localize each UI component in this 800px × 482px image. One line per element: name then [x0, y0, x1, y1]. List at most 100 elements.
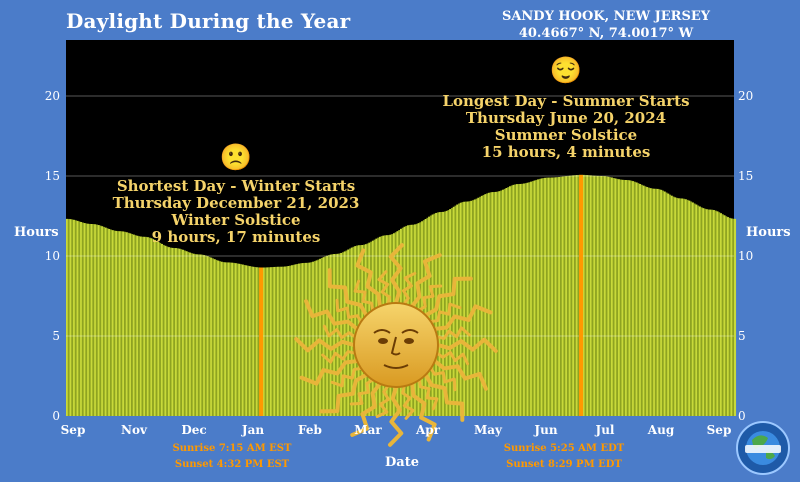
daylight-bar — [299, 263, 302, 416]
daylight-bar — [459, 202, 462, 416]
daylight-bar — [707, 209, 710, 416]
daylight-bar — [213, 259, 216, 416]
daylight-bar — [637, 183, 640, 416]
daylight-bar — [127, 232, 130, 416]
x-tick-label: Jul — [595, 423, 615, 437]
sun-ray — [375, 384, 391, 419]
daylight-bar — [635, 182, 638, 416]
daylight-bar — [456, 204, 459, 416]
x-tick-label: Dec — [181, 423, 206, 437]
daylight-bar — [716, 211, 719, 416]
daylight-bar — [92, 224, 95, 416]
daylight-bar — [433, 213, 436, 416]
daylight-bar — [176, 248, 179, 416]
daylight-bar — [243, 264, 246, 416]
daylight-bar — [633, 181, 636, 416]
daylight-bar — [109, 229, 113, 416]
daylight-bar — [734, 218, 737, 416]
daylight-bar — [726, 217, 730, 416]
annotation-line: 9 hours, 17 minutes — [152, 228, 321, 246]
daylight-bar — [129, 233, 132, 416]
daylight-bar — [106, 228, 109, 416]
daylight-bar — [428, 216, 431, 416]
daylight-bar — [203, 255, 206, 416]
daylight-bar — [593, 175, 596, 416]
y-tick-label-left: 5 — [52, 329, 60, 343]
sun-ray — [401, 271, 417, 306]
daylight-bar — [211, 258, 214, 416]
x-tick-label: Aug — [647, 423, 675, 437]
sun-ray — [322, 324, 357, 340]
y-ticks-right: 0 5 10 15 20 — [738, 89, 753, 423]
sun-ray — [429, 366, 457, 392]
daylight-bar — [282, 266, 285, 416]
annotation-line: 15 hours, 4 minutes — [482, 143, 651, 161]
daylight-bar — [215, 259, 218, 416]
daylight-bar — [603, 176, 606, 416]
daylight-bar — [343, 251, 346, 416]
y-tick-label-right: 15 — [738, 169, 753, 183]
daylight-bar — [704, 208, 707, 416]
daylight-bar — [171, 247, 174, 416]
daylight-bar — [612, 178, 615, 416]
daylight-bar — [196, 254, 199, 416]
daylight-bar — [269, 267, 272, 416]
daylight-bar — [225, 262, 229, 416]
annotation-line: Shortest Day - Winter Starts — [117, 177, 355, 195]
daylight-bar — [94, 224, 97, 416]
sun-ray — [349, 378, 375, 406]
x-tick-label: Nov — [121, 423, 148, 437]
daylight-bar — [333, 254, 336, 416]
daylight-bar — [630, 180, 633, 416]
daylight-bar — [628, 180, 631, 416]
daylight-bar — [97, 225, 100, 416]
daylight-bar — [324, 256, 327, 416]
sun-ray — [410, 253, 442, 309]
daylight-bar — [660, 189, 663, 416]
daylight-bar — [289, 265, 292, 416]
sun-ray — [350, 381, 382, 437]
daylight-bar — [285, 266, 288, 416]
daylight-bar — [565, 176, 568, 416]
daylight-bar — [728, 217, 731, 416]
daylight-bar — [651, 188, 654, 416]
solstice-marker — [259, 267, 264, 416]
sun-ray — [423, 276, 473, 318]
annotation-line: Winter Solstice — [170, 211, 300, 229]
sun-ray — [388, 385, 404, 447]
sunrise-time: Sunrise 7:15 AM EST — [173, 443, 293, 454]
daylight-bar — [146, 237, 149, 416]
annotation-line: Thursday December 21, 2023 — [113, 194, 360, 212]
daylight-bar — [143, 236, 146, 416]
sun-ray — [432, 359, 488, 391]
sun-ray — [436, 337, 498, 353]
daylight-bar — [292, 264, 295, 416]
daylight-bar — [540, 178, 543, 416]
daylight-bar — [559, 176, 563, 416]
daylight-bar — [157, 241, 160, 416]
daylight-bar — [484, 194, 487, 416]
daylight-bar — [450, 207, 454, 416]
sun-ray — [417, 284, 443, 312]
daylight-bar — [595, 175, 598, 416]
daylight-bar — [463, 201, 466, 416]
daylight-bar — [642, 185, 645, 416]
daylight-bar — [245, 265, 248, 416]
daylight-bar — [217, 260, 220, 416]
daylight-bar — [586, 175, 589, 416]
y-tick-label-right: 20 — [738, 89, 753, 103]
y-tick-label-left: 15 — [45, 169, 60, 183]
daylight-bar — [104, 227, 107, 416]
daylight-bar — [458, 203, 461, 416]
daylight-bar — [649, 188, 652, 416]
daylight-bar — [319, 258, 322, 416]
daylight-bar — [697, 205, 700, 416]
y-axis-label-right: Hours — [746, 225, 791, 240]
daylight-bar — [514, 184, 517, 416]
sun-ray — [294, 337, 356, 353]
daylight-bar — [71, 219, 74, 416]
daylight-bar — [617, 179, 621, 416]
daylight-bar — [132, 234, 135, 416]
daylight-bar — [721, 214, 724, 416]
